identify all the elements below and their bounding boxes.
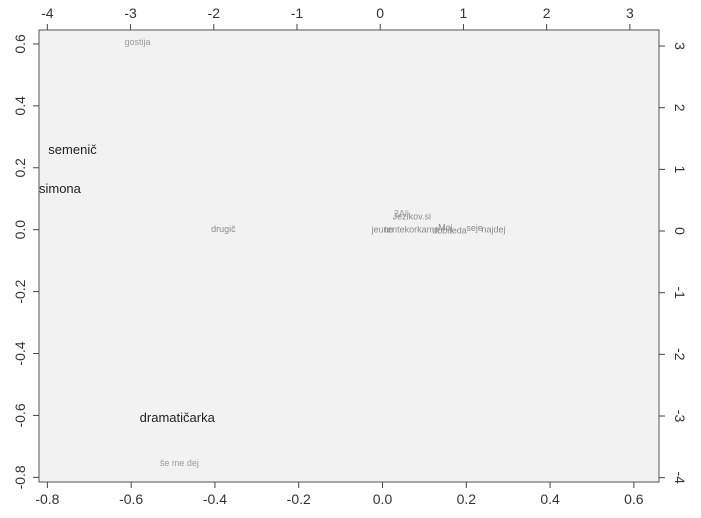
x-tick-label: -0.8	[35, 491, 59, 507]
top-tick-label: -4	[41, 5, 54, 21]
right-tick-label: 0	[672, 227, 688, 235]
top-tick-label: 3	[626, 5, 634, 21]
x-tick-label: 0.6	[624, 491, 644, 507]
y-tick-label: -0.2	[12, 279, 28, 303]
top-tick-label: -3	[124, 5, 137, 21]
right-tick-label: -4	[672, 471, 688, 484]
point-label: simona	[39, 181, 82, 196]
point-label: semenič	[48, 142, 97, 157]
right-tick-label: -1	[672, 286, 688, 299]
top-tick-label: -2	[208, 5, 221, 21]
point-label: še me dej	[160, 458, 199, 468]
x-tick-label: 0.4	[540, 491, 560, 507]
right-tick-label: -2	[672, 348, 688, 361]
point-label: gostija	[124, 37, 150, 47]
x-tick-label: -0.6	[119, 491, 143, 507]
y-tick-label: 0.6	[12, 34, 28, 54]
axes-layer: -0.8 -0.6 -0.4 -0.2 0.0 0.2 0.4 0.6 -4 -3 -2 -1 0 1 2 3…	[12, 5, 688, 507]
y-tick-label: 0.2	[12, 158, 28, 178]
top-tick-label: 0	[376, 5, 384, 21]
point-label: Jezikov.si	[393, 212, 431, 222]
y-tick-label: 0.4	[12, 96, 28, 116]
point-label: dramatičarka	[140, 410, 216, 425]
point-label: najdej	[482, 225, 506, 235]
point-label: 2Ali	[394, 209, 409, 219]
y-tick-label: -0.4	[12, 341, 28, 365]
plot-area	[38, 29, 660, 483]
x-tick-label: 0.2	[457, 491, 477, 507]
x-tick-label: -0.4	[203, 491, 227, 507]
point-label: jeuno	[370, 225, 393, 235]
y-tick-label: -0.8	[12, 465, 28, 489]
x-tick-label: -0.2	[287, 491, 311, 507]
right-tick-label: 3	[672, 42, 688, 50]
point-label: drugič	[211, 224, 236, 234]
point-label: Moj	[438, 223, 453, 233]
y-tick-label: -0.6	[12, 403, 28, 427]
right-tick-label: 1	[672, 165, 688, 173]
x-tick-label: 0.0	[373, 491, 393, 507]
point-label: dobiteda	[432, 225, 467, 235]
top-tick-label: -1	[291, 5, 304, 21]
right-tick-label: 2	[672, 104, 688, 112]
y-tick-label: 0.0	[12, 220, 28, 240]
point-label: seje	[466, 223, 483, 233]
points-layer: gostija semenič simona drugič dramatičarka še…	[39, 37, 506, 468]
top-tick-label: 2	[543, 5, 551, 21]
right-tick-label: -3	[672, 410, 688, 423]
point-label: tentekorkama	[385, 225, 440, 235]
top-tick-label: 1	[460, 5, 468, 21]
